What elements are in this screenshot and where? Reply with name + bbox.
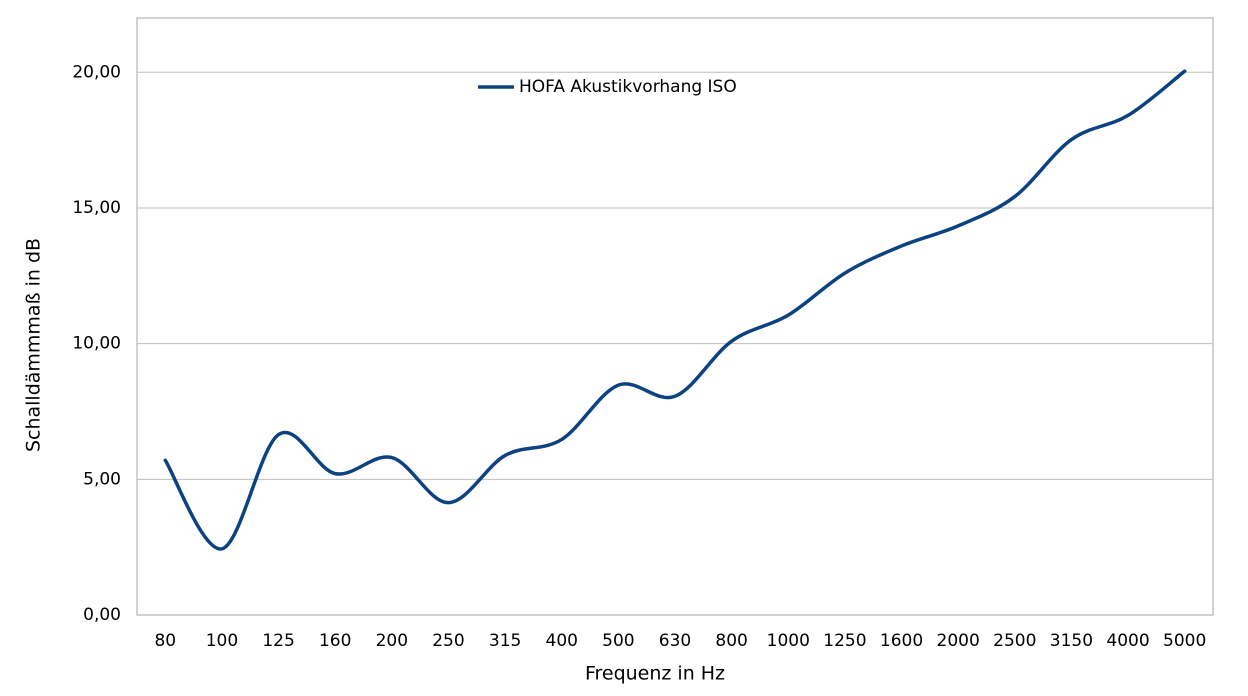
x-tick-label: 4000 bbox=[1106, 631, 1149, 651]
x-tick-label: 160 bbox=[319, 631, 351, 651]
x-tick-label: 2500 bbox=[993, 631, 1036, 651]
x-tick-label: 630 bbox=[659, 631, 691, 651]
x-tick-label: 80 bbox=[154, 631, 176, 651]
x-tick-label: 125 bbox=[262, 631, 294, 651]
x-tick-label: 500 bbox=[602, 631, 634, 651]
x-tick-label: 2000 bbox=[937, 631, 980, 651]
x-tick-label: 100 bbox=[206, 631, 238, 651]
y-tick-label: 20,00 bbox=[72, 62, 121, 82]
x-tick-label: 250 bbox=[432, 631, 464, 651]
x-tick-label: 5000 bbox=[1163, 631, 1206, 651]
x-tick-label: 1600 bbox=[880, 631, 923, 651]
y-tick-label: 5,00 bbox=[83, 469, 121, 489]
x-tick-label: 800 bbox=[715, 631, 747, 651]
y-tick-label: 0,00 bbox=[83, 605, 121, 625]
data-line bbox=[163, 69, 1187, 551]
x-tick-label: 3150 bbox=[1050, 631, 1093, 651]
y-tick-label: 15,00 bbox=[72, 198, 121, 218]
x-tick-label: 315 bbox=[489, 631, 521, 651]
x-tick-label: 1250 bbox=[823, 631, 866, 651]
legend-label: HOFA Akustikvorhang ISO bbox=[519, 77, 737, 97]
plot-area bbox=[136, 17, 1214, 616]
x-tick-label: 200 bbox=[376, 631, 408, 651]
x-tick-label: 400 bbox=[546, 631, 578, 651]
x-tick-label: 1000 bbox=[767, 631, 810, 651]
y-axis-label: Schalldämmmaß in dB bbox=[23, 238, 45, 452]
x-axis-label: Frequenz in Hz bbox=[585, 663, 725, 685]
y-tick-label: 10,00 bbox=[72, 334, 121, 354]
